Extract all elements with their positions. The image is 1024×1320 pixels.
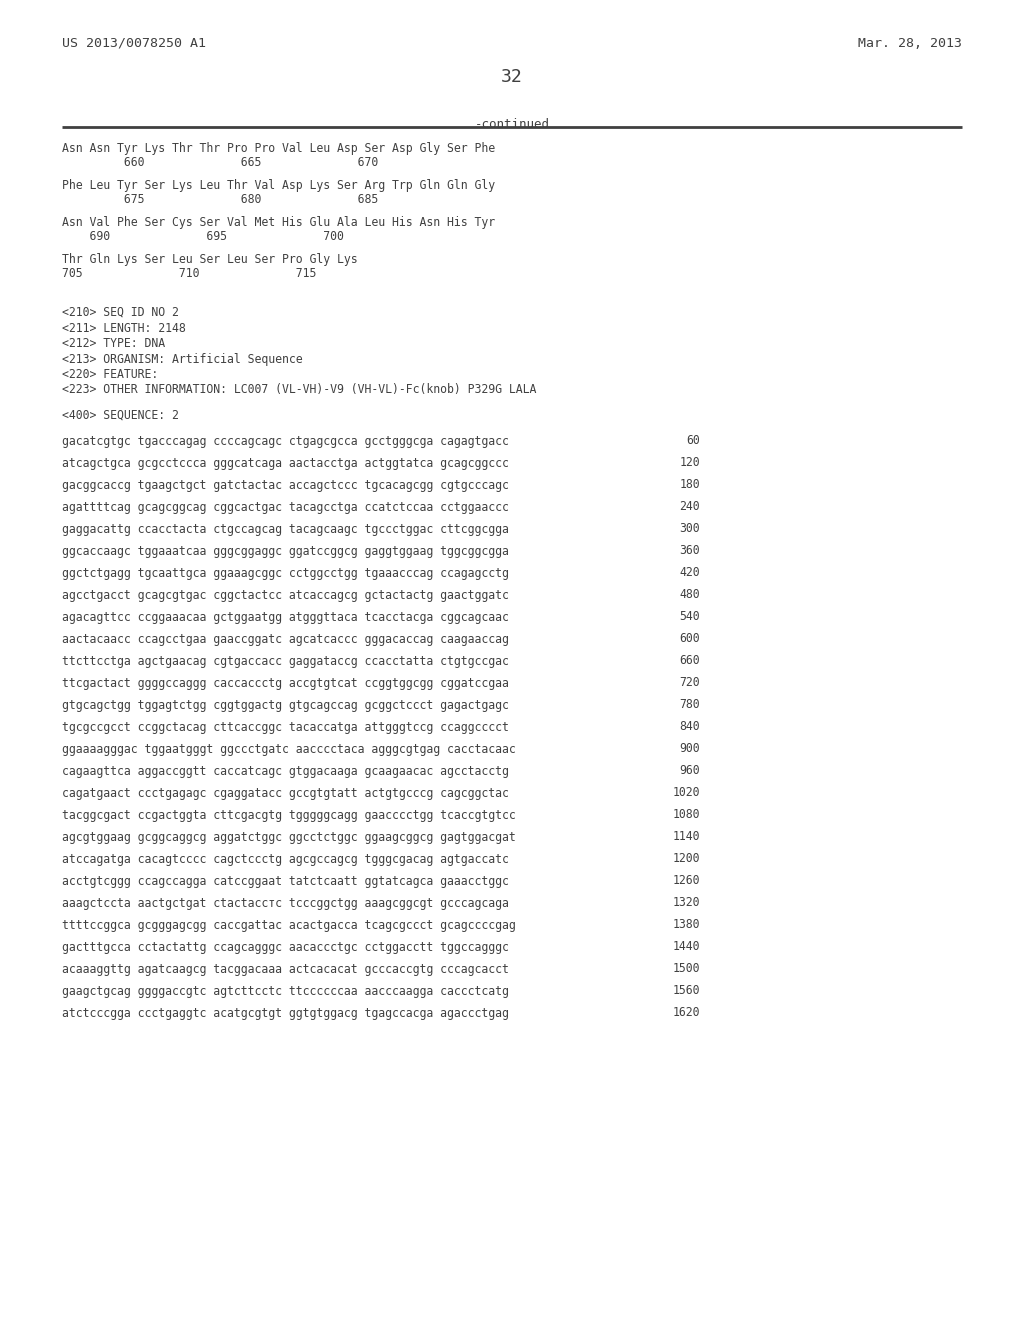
Text: Thr Gln Lys Ser Leu Ser Leu Ser Pro Gly Lys: Thr Gln Lys Ser Leu Ser Leu Ser Pro Gly … bbox=[62, 253, 357, 267]
Text: agcctgacct gcagcgtgac cggctactcc atcaccagcg gctactactg gaactggatc: agcctgacct gcagcgtgac cggctactcc atcacca… bbox=[62, 589, 509, 602]
Text: 540: 540 bbox=[679, 610, 700, 623]
Text: 1620: 1620 bbox=[673, 1006, 700, 1019]
Text: <211> LENGTH: 2148: <211> LENGTH: 2148 bbox=[62, 322, 185, 334]
Text: -continued: -continued bbox=[474, 117, 550, 131]
Text: gacggcaccg tgaagctgct gatctactac accagctccc tgcacagcgg cgtgcccagc: gacggcaccg tgaagctgct gatctactac accagct… bbox=[62, 479, 509, 491]
Text: 1080: 1080 bbox=[673, 808, 700, 821]
Text: acaaaggttg agatcaagcg tacggacaaa actcacacat gcccaccgtg cccagcacct: acaaaggttg agatcaagcg tacggacaaa actcaca… bbox=[62, 962, 509, 975]
Text: 1140: 1140 bbox=[673, 830, 700, 843]
Text: 180: 180 bbox=[679, 479, 700, 491]
Text: 1260: 1260 bbox=[673, 874, 700, 887]
Text: <210> SEQ ID NO 2: <210> SEQ ID NO 2 bbox=[62, 306, 179, 319]
Text: atctcccgga ccctgaggtc acatgcgtgt ggtgtggacg tgagccacga agaccctgag: atctcccgga ccctgaggtc acatgcgtgt ggtgtgg… bbox=[62, 1006, 509, 1019]
Text: <220> FEATURE:: <220> FEATURE: bbox=[62, 368, 159, 381]
Text: agacagttcc ccggaaacaa gctggaatgg atgggttaca tcacctacga cggcagcaac: agacagttcc ccggaaacaa gctggaatgg atgggtt… bbox=[62, 610, 509, 623]
Text: 240: 240 bbox=[679, 500, 700, 513]
Text: gactttgcca cctactattg ccagcagggc aacaccctgc cctggacctt tggccagggc: gactttgcca cctactattg ccagcagggc aacaccc… bbox=[62, 940, 509, 953]
Text: <212> TYPE: DNA: <212> TYPE: DNA bbox=[62, 337, 165, 350]
Text: 960: 960 bbox=[679, 764, 700, 777]
Text: cagatgaact ccctgagagc cgaggatacc gccgtgtatt actgtgcccg cagcggctac: cagatgaact ccctgagagc cgaggatacc gccgtgt… bbox=[62, 787, 509, 800]
Text: 690              695              700: 690 695 700 bbox=[62, 230, 344, 243]
Text: ggcaccaagc tggaaatcaa gggcggaggc ggatccggcg gaggtggaag tggcggcgga: ggcaccaagc tggaaatcaa gggcggaggc ggatccg… bbox=[62, 544, 509, 557]
Text: 1200: 1200 bbox=[673, 853, 700, 866]
Text: Asn Asn Tyr Lys Thr Thr Pro Pro Val Leu Asp Ser Asp Gly Ser Phe: Asn Asn Tyr Lys Thr Thr Pro Pro Val Leu … bbox=[62, 143, 496, 154]
Text: 660: 660 bbox=[679, 655, 700, 668]
Text: 300: 300 bbox=[679, 523, 700, 536]
Text: 420: 420 bbox=[679, 566, 700, 579]
Text: 1320: 1320 bbox=[673, 896, 700, 909]
Text: ttttccggca gcgggagcgg caccgattac acactgacca tcagcgccct gcagccccgag: ttttccggca gcgggagcgg caccgattac acactga… bbox=[62, 919, 516, 932]
Text: 120: 120 bbox=[679, 457, 700, 470]
Text: <400> SEQUENCE: 2: <400> SEQUENCE: 2 bbox=[62, 409, 179, 422]
Text: 675              680              685: 675 680 685 bbox=[62, 193, 378, 206]
Text: gaagctgcag ggggaccgtc agtcttcctc ttccccccaa aacccaagga caccctcatg: gaagctgcag ggggaccgtc agtcttcctc ttccccc… bbox=[62, 985, 509, 998]
Text: agattttcag gcagcggcag cggcactgac tacagcctga ccatctccaa cctggaaccc: agattttcag gcagcggcag cggcactgac tacagcc… bbox=[62, 500, 509, 513]
Text: gacatcgtgc tgacccagag ccccagcagc ctgagcgcca gcctgggcga cagagtgacc: gacatcgtgc tgacccagag ccccagcagc ctgagcg… bbox=[62, 434, 509, 447]
Text: tgcgccgcct ccggctacag cttcaccggc tacaccatga attgggtccg ccaggcccct: tgcgccgcct ccggctacag cttcaccggc tacacca… bbox=[62, 721, 509, 734]
Text: acctgtcggg ccagccagga catccggaat tatctcaatt ggtatcagca gaaacctggc: acctgtcggg ccagccagga catccggaat tatctca… bbox=[62, 874, 509, 887]
Text: 660              665              670: 660 665 670 bbox=[62, 156, 378, 169]
Text: 360: 360 bbox=[679, 544, 700, 557]
Text: 1020: 1020 bbox=[673, 787, 700, 800]
Text: ggctctgagg tgcaattgca ggaaagcggc cctggcctgg tgaaacccag ccagagcctg: ggctctgagg tgcaattgca ggaaagcggc cctggcc… bbox=[62, 566, 509, 579]
Text: ttcgactact ggggccaggg caccaccctg accgtgtcat ccggtggcgg cggatccgaa: ttcgactact ggggccaggg caccaccctg accgtgt… bbox=[62, 676, 509, 689]
Text: Asn Val Phe Ser Cys Ser Val Met His Glu Ala Leu His Asn His Tyr: Asn Val Phe Ser Cys Ser Val Met His Glu … bbox=[62, 216, 496, 228]
Text: 900: 900 bbox=[679, 742, 700, 755]
Text: tacggcgact ccgactggta cttcgacgtg tgggggcagg gaacccctgg tcaccgtgtcc: tacggcgact ccgactggta cttcgacgtg tgggggc… bbox=[62, 808, 516, 821]
Text: cagaagttca aggaccggtt caccatcagc gtggacaaga gcaagaacac agcctacctg: cagaagttca aggaccggtt caccatcagc gtggaca… bbox=[62, 764, 509, 777]
Text: 60: 60 bbox=[686, 434, 700, 447]
Text: gtgcagctgg tggagtctgg cggtggactg gtgcagccag gcggctccct gagactgagc: gtgcagctgg tggagtctgg cggtggactg gtgcagc… bbox=[62, 698, 509, 711]
Text: 1380: 1380 bbox=[673, 919, 700, 932]
Text: <213> ORGANISM: Artificial Sequence: <213> ORGANISM: Artificial Sequence bbox=[62, 352, 303, 366]
Text: agcgtggaag gcggcaggcg aggatctggc ggcctctggc ggaagcggcg gagtggacgat: agcgtggaag gcggcaggcg aggatctggc ggcctct… bbox=[62, 830, 516, 843]
Text: aactacaacc ccagcctgaa gaaccggatc agcatcaccc gggacaccag caagaaccag: aactacaacc ccagcctgaa gaaccggatc agcatca… bbox=[62, 632, 509, 645]
Text: 1560: 1560 bbox=[673, 985, 700, 998]
Text: gaggacattg ccacctacta ctgccagcag tacagcaagc tgccctggac cttcggcgga: gaggacattg ccacctacta ctgccagcag tacagca… bbox=[62, 523, 509, 536]
Text: 1500: 1500 bbox=[673, 962, 700, 975]
Text: Phe Leu Tyr Ser Lys Leu Thr Val Asp Lys Ser Arg Trp Gln Gln Gly: Phe Leu Tyr Ser Lys Leu Thr Val Asp Lys … bbox=[62, 180, 496, 191]
Text: US 2013/0078250 A1: US 2013/0078250 A1 bbox=[62, 37, 206, 50]
Text: 600: 600 bbox=[679, 632, 700, 645]
Text: ttcttcctga agctgaacag cgtgaccacc gaggataccg ccacctatta ctgtgccgac: ttcttcctga agctgaacag cgtgaccacc gaggata… bbox=[62, 655, 509, 668]
Text: atcagctgca gcgcctccca gggcatcaga aactacctga actggtatca gcagcggccc: atcagctgca gcgcctccca gggcatcaga aactacc… bbox=[62, 457, 509, 470]
Text: 705              710              715: 705 710 715 bbox=[62, 267, 316, 280]
Text: 720: 720 bbox=[679, 676, 700, 689]
Text: <223> OTHER INFORMATION: LC007 (VL-VH)-V9 (VH-VL)-Fc(knob) P329G LALA: <223> OTHER INFORMATION: LC007 (VL-VH)-V… bbox=[62, 384, 537, 396]
Text: 1440: 1440 bbox=[673, 940, 700, 953]
Text: 480: 480 bbox=[679, 589, 700, 602]
Text: 780: 780 bbox=[679, 698, 700, 711]
Text: 840: 840 bbox=[679, 721, 700, 734]
Text: 32: 32 bbox=[501, 69, 523, 86]
Text: ggaaaagggac tggaatgggt ggccctgatc aacccctaca agggcgtgag cacctacaac: ggaaaagggac tggaatgggt ggccctgatc aacccc… bbox=[62, 742, 516, 755]
Text: atccagatga cacagtcccc cagctccctg agcgccagcg tgggcgacag agtgaccatc: atccagatga cacagtcccc cagctccctg agcgcca… bbox=[62, 853, 509, 866]
Text: Mar. 28, 2013: Mar. 28, 2013 bbox=[858, 37, 962, 50]
Text: aaagctccta aactgctgat ctactaccтс tcccggctgg aaagcggcgt gcccagcaga: aaagctccta aactgctgat ctactaccтс tcccggc… bbox=[62, 896, 509, 909]
